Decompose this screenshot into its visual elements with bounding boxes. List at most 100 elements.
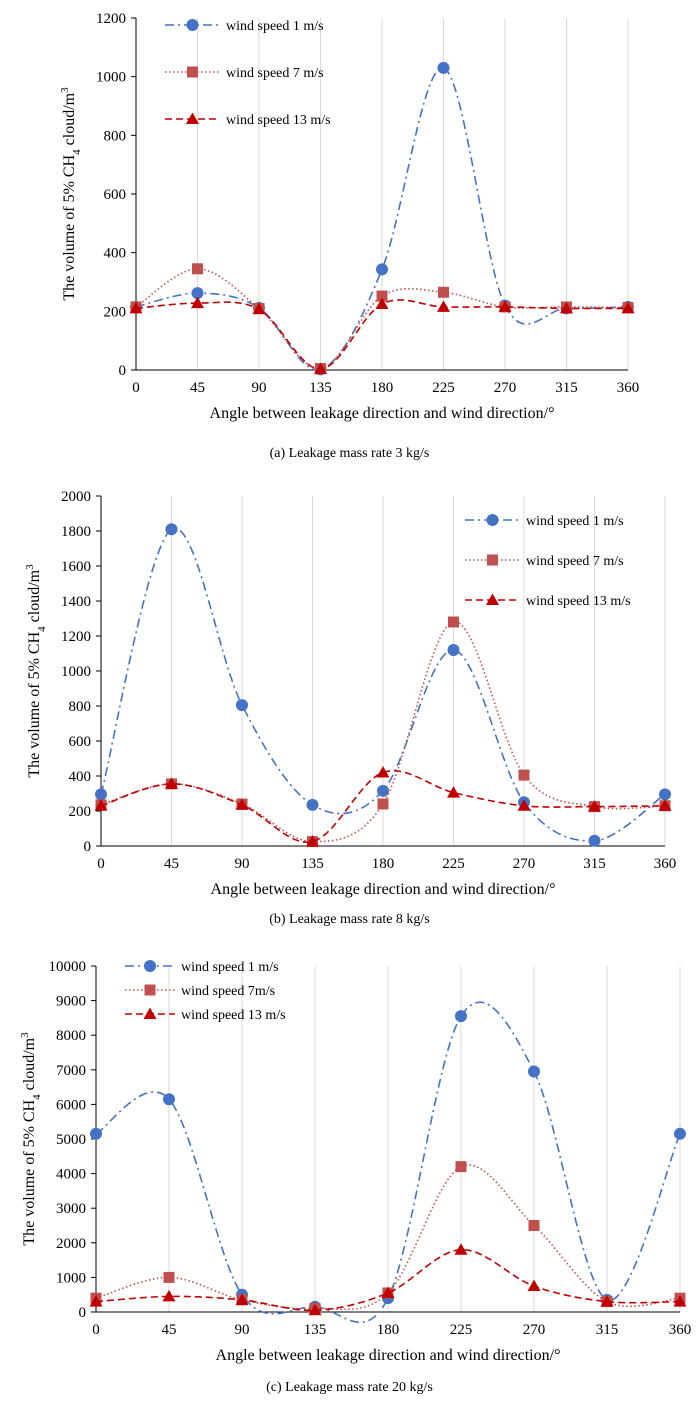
data-point — [438, 286, 449, 298]
legend-entry: wind speed 13 m/s — [465, 593, 631, 609]
data-point — [191, 296, 204, 309]
legend-label: wind speed 1 m/s — [181, 960, 279, 975]
x-tick-label: 225 — [450, 1322, 473, 1338]
data-point — [376, 290, 388, 302]
data-point — [89, 1295, 103, 1307]
y-tick-label: 7000 — [56, 1063, 86, 1079]
x-tick-label: 135 — [304, 1322, 327, 1338]
x-tick-label: 0 — [92, 1322, 100, 1338]
series-line — [135, 299, 629, 370]
series-line — [100, 770, 666, 843]
x-tick-label: 270 — [494, 380, 517, 396]
data-point — [674, 1127, 686, 1140]
data-point — [376, 263, 388, 276]
data-point — [191, 287, 204, 300]
y-tick-label: 1000 — [56, 1270, 86, 1286]
y-axis-label-text: The volume of 5% CH — [26, 631, 43, 777]
data-point — [621, 301, 635, 314]
data-point — [375, 297, 389, 309]
y-tick-label: 200 — [69, 804, 92, 820]
data-point — [588, 800, 601, 812]
x-tick-label: 180 — [371, 380, 394, 396]
y-tick-label: 9000 — [56, 994, 86, 1010]
y-axis-label-superscript: 3 — [19, 1032, 31, 1038]
y-tick-label: 5000 — [56, 1132, 86, 1148]
data-point — [527, 1279, 541, 1292]
data-point — [308, 1303, 322, 1316]
data-point — [498, 300, 512, 312]
data-point — [165, 777, 178, 789]
y-axis-label-text: The volume of 5% CH — [21, 1099, 38, 1245]
y-tick-label: 400 — [104, 246, 127, 262]
data-point — [192, 263, 203, 275]
data-point — [377, 784, 389, 797]
legend-marker — [486, 593, 499, 605]
legend-marker — [186, 112, 199, 124]
legend-label: wind speed 1 m/s — [226, 19, 324, 34]
y-tick-label: 1800 — [61, 524, 91, 540]
x-tick-label: 0 — [97, 856, 105, 872]
chart-c: 0 1000 2000 3000 4000 5000 6000 7000 8000 9000 100… — [19, 959, 692, 1364]
caption-b: (b) Leakage mass rate 8 kg/s — [269, 912, 430, 927]
chart-panel-c: 0 1000 2000 3000 4000 5000 6000 7000 8000 9000 100… — [0, 950, 699, 1405]
x-tick-label: 360 — [669, 1322, 692, 1338]
data-point — [600, 1295, 614, 1307]
data-point — [235, 798, 249, 810]
x-tick-label: 90 — [252, 380, 267, 396]
data-point — [162, 1289, 176, 1302]
chart-panel-a: 0 200 400 600 800 1000 1200 0 45 90 135 180 225 270 31… — [0, 0, 699, 490]
x-tick-label: 315 — [596, 1322, 619, 1338]
legend-label: wind speed 13 m/s — [226, 113, 331, 128]
y-tick-label: 10000 — [49, 959, 87, 975]
y-tick-label: 0 — [119, 363, 127, 379]
data-point — [560, 301, 573, 314]
x-axis-label: Angle between leakage direction and wind… — [211, 881, 556, 898]
series-line — [95, 1164, 681, 1311]
legend-label: wind speed 13 m/s — [526, 594, 631, 609]
y-axis-label-subscript: 4 — [71, 149, 83, 155]
legend-entry: wind speed 7 m/s — [465, 554, 624, 569]
data-point — [588, 834, 601, 847]
legend-marker — [144, 984, 156, 996]
x-tick-label: 360 — [617, 380, 640, 396]
x-tick-label: 45 — [162, 1322, 177, 1338]
y-axis-label-subscript: 4 — [31, 1094, 43, 1100]
y-tick-label: 0 — [79, 1305, 87, 1321]
x-tick-label: 135 — [309, 380, 332, 396]
y-tick-label: 1000 — [96, 70, 126, 86]
legend-entry: wind speed 1 m/s — [165, 19, 324, 34]
data-point — [306, 798, 319, 811]
x-tick-label: 225 — [442, 856, 465, 872]
y-axis-label: The volume of 5% CH4 cloud/m3 — [19, 1032, 43, 1246]
legend-marker — [144, 960, 156, 972]
legend-marker — [187, 66, 198, 78]
data-point — [94, 799, 108, 811]
y-axis-label-superscript: 3 — [24, 564, 36, 570]
legend-marker — [486, 514, 499, 526]
y-tick-label: 800 — [104, 128, 127, 144]
legend-entry: wind speed 1 m/s — [465, 514, 624, 529]
y-tick-label: 6000 — [56, 1097, 86, 1113]
caption-c: (c) Leakage mass rate 20 kg/s — [266, 1380, 433, 1395]
legend-label: wind speed 7 m/s — [526, 554, 624, 569]
y-tick-label: 8000 — [56, 1028, 86, 1044]
data-point — [236, 699, 248, 712]
data-point — [163, 1093, 175, 1106]
y-tick-label: 400 — [69, 769, 92, 785]
x-tick-label: 315 — [555, 380, 578, 396]
data-point — [90, 1127, 102, 1140]
x-tick-label: 315 — [583, 856, 606, 872]
legend-label: wind speed 7m/s — [181, 984, 275, 999]
data-point — [381, 1286, 395, 1298]
y-axis-label-text: The volume of 5% CH — [61, 154, 78, 300]
y-tick-label: 800 — [69, 699, 92, 715]
data-point — [163, 1271, 175, 1283]
data-point — [314, 362, 327, 375]
data-point — [454, 1243, 468, 1255]
x-axis-label: Angle between leakage direction and wind… — [216, 1347, 561, 1364]
y-axis-label-superscript: 3 — [59, 87, 71, 93]
data-point — [518, 769, 530, 781]
y-tick-label: 1200 — [61, 629, 91, 645]
data-point — [455, 1010, 467, 1023]
chart-panel-b: 0 200 400 600 800 1000 1200 1400 1600 1800 2000 0 45… — [0, 485, 699, 945]
